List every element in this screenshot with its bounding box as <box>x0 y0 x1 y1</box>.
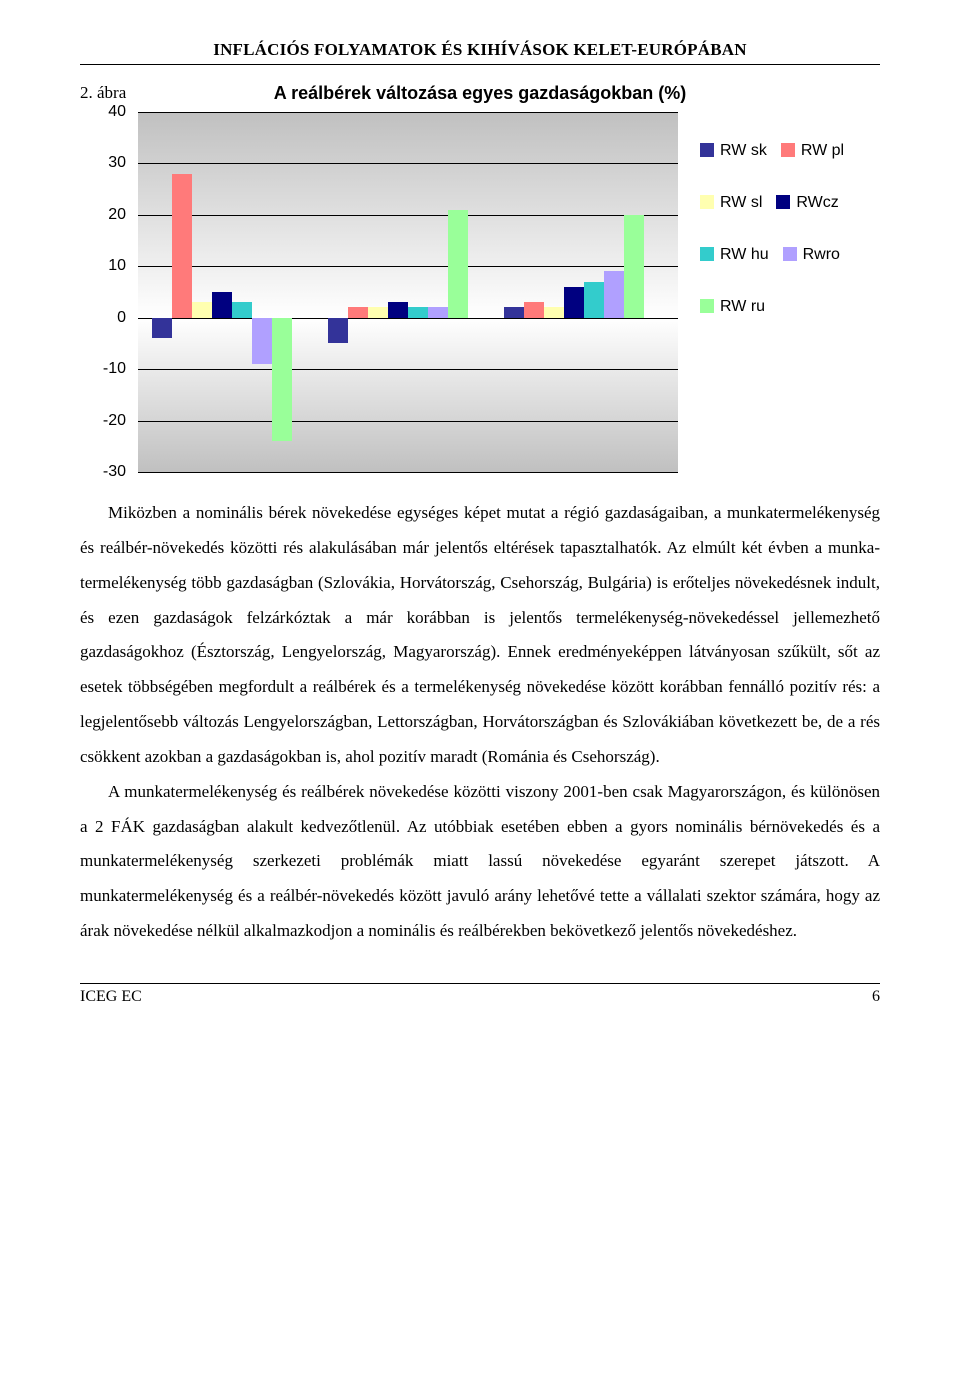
y-tick-label: 10 <box>108 257 126 275</box>
legend-swatch <box>783 247 797 261</box>
bar <box>252 318 272 364</box>
header-rule <box>80 64 880 65</box>
bar <box>232 302 252 317</box>
body-text: Miközben a nominális bérek növekedése eg… <box>80 496 880 949</box>
footer-right: 6 <box>872 988 880 1006</box>
legend: RW sk RW pl RW sl RWcz RW hu Rwro RW ru <box>700 142 870 350</box>
bar <box>584 282 604 318</box>
legend-row: RW sl RWcz <box>700 194 870 212</box>
bar <box>604 271 624 317</box>
legend-swatch <box>700 195 714 209</box>
legend-row: RW sk RW pl <box>700 142 870 160</box>
paragraph-2: A munkatermelékenység és reálbérek növek… <box>80 775 880 949</box>
y-tick-label: 0 <box>117 309 126 327</box>
running-title: INFLÁCIÓS FOLYAMATOK ÉS KIHÍVÁSOK KELET-… <box>80 40 880 60</box>
bar <box>428 307 448 317</box>
y-tick-label: 40 <box>108 103 126 121</box>
bar <box>272 318 292 441</box>
bar <box>564 287 584 318</box>
y-axis: 403020100-10-20-30 <box>90 112 132 472</box>
bar <box>624 215 644 318</box>
bar <box>152 318 172 339</box>
bar <box>504 307 524 317</box>
bar <box>524 302 544 317</box>
bar <box>448 210 468 318</box>
legend-label: RWcz <box>796 194 838 211</box>
gridline <box>138 318 678 319</box>
gridline <box>138 163 678 164</box>
legend-label: RW sl <box>720 194 762 211</box>
legend-label: Rwro <box>803 246 840 263</box>
legend-label: RW sk <box>720 142 767 159</box>
bar <box>348 307 368 317</box>
gridline <box>138 112 678 113</box>
y-tick-label: -20 <box>103 412 126 430</box>
gridline <box>138 369 678 370</box>
legend-swatch <box>700 247 714 261</box>
bar <box>172 174 192 318</box>
footer-left: ICEG EC <box>80 988 142 1006</box>
gridline <box>138 421 678 422</box>
paragraph-1: Miközben a nominális bérek növekedése eg… <box>80 496 880 775</box>
y-tick-label: 30 <box>108 154 126 172</box>
bar <box>328 318 348 344</box>
chart: 403020100-10-20-30 RW skRW plRW slRWczRW… <box>90 112 870 472</box>
legend-swatch <box>776 195 790 209</box>
figure-title: A reálbérek változása egyes gazdaságokba… <box>80 83 880 104</box>
bar <box>388 302 408 317</box>
legend-row: RW ru <box>700 298 870 316</box>
bar <box>408 307 428 317</box>
footer-rule <box>80 983 880 984</box>
bar <box>212 292 232 318</box>
y-tick-label: -10 <box>103 360 126 378</box>
bar <box>192 302 212 317</box>
gridline <box>138 266 678 267</box>
gridline <box>138 472 678 473</box>
legend-label: RW hu <box>720 246 769 263</box>
gridline <box>138 215 678 216</box>
bar <box>368 307 388 317</box>
legend-label: RW ru <box>720 298 765 315</box>
legend-row: RW hu Rwro <box>700 246 870 264</box>
legend-label: RW pl <box>801 142 844 159</box>
plot-area <box>138 112 678 472</box>
legend-swatch <box>781 143 795 157</box>
y-tick-label: 20 <box>108 206 126 224</box>
bar <box>544 307 564 317</box>
y-tick-label: -30 <box>103 463 126 481</box>
legend-swatch <box>700 143 714 157</box>
legend-swatch <box>700 299 714 313</box>
